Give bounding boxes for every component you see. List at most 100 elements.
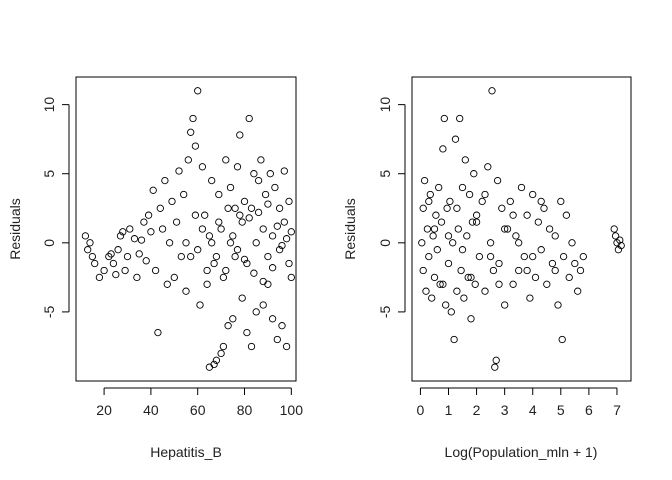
data-point <box>472 211 481 219</box>
data-point <box>551 266 559 275</box>
data-point <box>238 294 246 302</box>
data-point <box>168 197 176 206</box>
data-point <box>501 225 509 233</box>
data-point <box>419 266 427 275</box>
data-point <box>439 145 447 153</box>
data-point <box>481 287 489 295</box>
right-x-tick-label: 6 <box>585 402 593 418</box>
data-point <box>531 273 540 282</box>
data-point <box>458 246 467 254</box>
data-point <box>268 264 277 272</box>
data-point <box>454 225 462 233</box>
data-point <box>224 204 232 212</box>
data-point <box>551 232 559 240</box>
data-point <box>576 266 585 275</box>
data-point <box>229 315 237 323</box>
data-point <box>217 349 225 358</box>
data-point <box>175 167 183 175</box>
data-point <box>433 246 441 254</box>
data-point <box>540 204 548 212</box>
data-point <box>442 301 450 309</box>
data-point <box>215 218 223 226</box>
right-x-tick-label: 2 <box>473 402 481 418</box>
data-point <box>205 232 214 240</box>
left-panel: 20 40 60 80 100 -5 0 5 10 Hepatitis_B Residuals <box>7 76 303 460</box>
data-point <box>446 197 454 206</box>
data-point <box>229 232 237 240</box>
left-plot-frame <box>75 76 297 382</box>
data-point <box>515 266 523 275</box>
right-y-axis-label: Residuals <box>342 198 358 259</box>
data-point <box>273 222 281 230</box>
data-point <box>226 183 235 192</box>
data-point <box>149 186 157 194</box>
data-point <box>259 277 267 286</box>
right-y-tick-label: 5 <box>377 170 393 178</box>
data-point <box>198 225 207 233</box>
left-x-axis-label: Hepatitis_B <box>150 444 222 460</box>
data-point <box>287 228 295 236</box>
data-point <box>285 197 293 206</box>
data-point <box>529 252 537 261</box>
data-point <box>177 252 185 261</box>
data-point <box>203 280 211 288</box>
data-point <box>617 241 625 250</box>
data-point <box>453 287 461 295</box>
data-point <box>268 232 277 240</box>
data-point <box>264 200 272 208</box>
data-point <box>198 163 207 171</box>
data-point <box>439 280 447 288</box>
data-point <box>180 190 188 199</box>
data-point <box>458 183 467 192</box>
data-point <box>275 204 284 212</box>
data-point <box>259 301 267 309</box>
data-point <box>212 356 221 364</box>
data-point <box>215 190 223 199</box>
data-point <box>610 225 618 233</box>
left-x-ticks: 20 40 60 80 100 <box>96 388 303 418</box>
data-point <box>616 236 624 244</box>
data-point <box>492 356 500 364</box>
data-point <box>484 163 492 171</box>
data-point <box>203 266 211 275</box>
right-x-tick-label: 1 <box>445 402 453 418</box>
data-point <box>123 252 132 261</box>
right-x-tick-label: 3 <box>501 402 509 418</box>
data-point <box>142 257 150 265</box>
data-point <box>465 190 474 199</box>
data-point <box>280 218 288 226</box>
data-point <box>208 239 216 247</box>
data-point <box>208 176 216 185</box>
data-point <box>430 273 439 282</box>
left-x-tick-label: 20 <box>96 402 112 418</box>
data-point <box>435 183 443 192</box>
data-point <box>523 211 531 219</box>
data-point <box>423 225 432 233</box>
data-point <box>425 197 433 206</box>
data-point <box>147 228 155 236</box>
data-point <box>486 252 495 261</box>
data-point <box>457 266 465 275</box>
data-point <box>247 204 256 212</box>
data-point <box>210 360 218 369</box>
right-y-tick-label: -5 <box>377 305 393 318</box>
data-point <box>238 218 246 226</box>
data-point <box>86 239 94 247</box>
data-point <box>233 246 242 254</box>
left-y-axis-label: Residuals <box>7 198 23 259</box>
data-point <box>428 294 436 302</box>
data-point <box>144 211 153 219</box>
data-point <box>611 232 620 240</box>
right-x-tick-label: 4 <box>529 402 537 418</box>
data-point <box>486 239 495 247</box>
data-point <box>472 218 481 226</box>
data-point <box>444 232 453 240</box>
data-point <box>501 301 509 309</box>
data-point <box>217 225 225 233</box>
data-point <box>436 280 444 288</box>
data-point <box>194 246 202 254</box>
data-point <box>191 211 200 219</box>
data-point <box>488 87 496 95</box>
data-point <box>285 259 293 268</box>
data-point <box>222 266 230 275</box>
